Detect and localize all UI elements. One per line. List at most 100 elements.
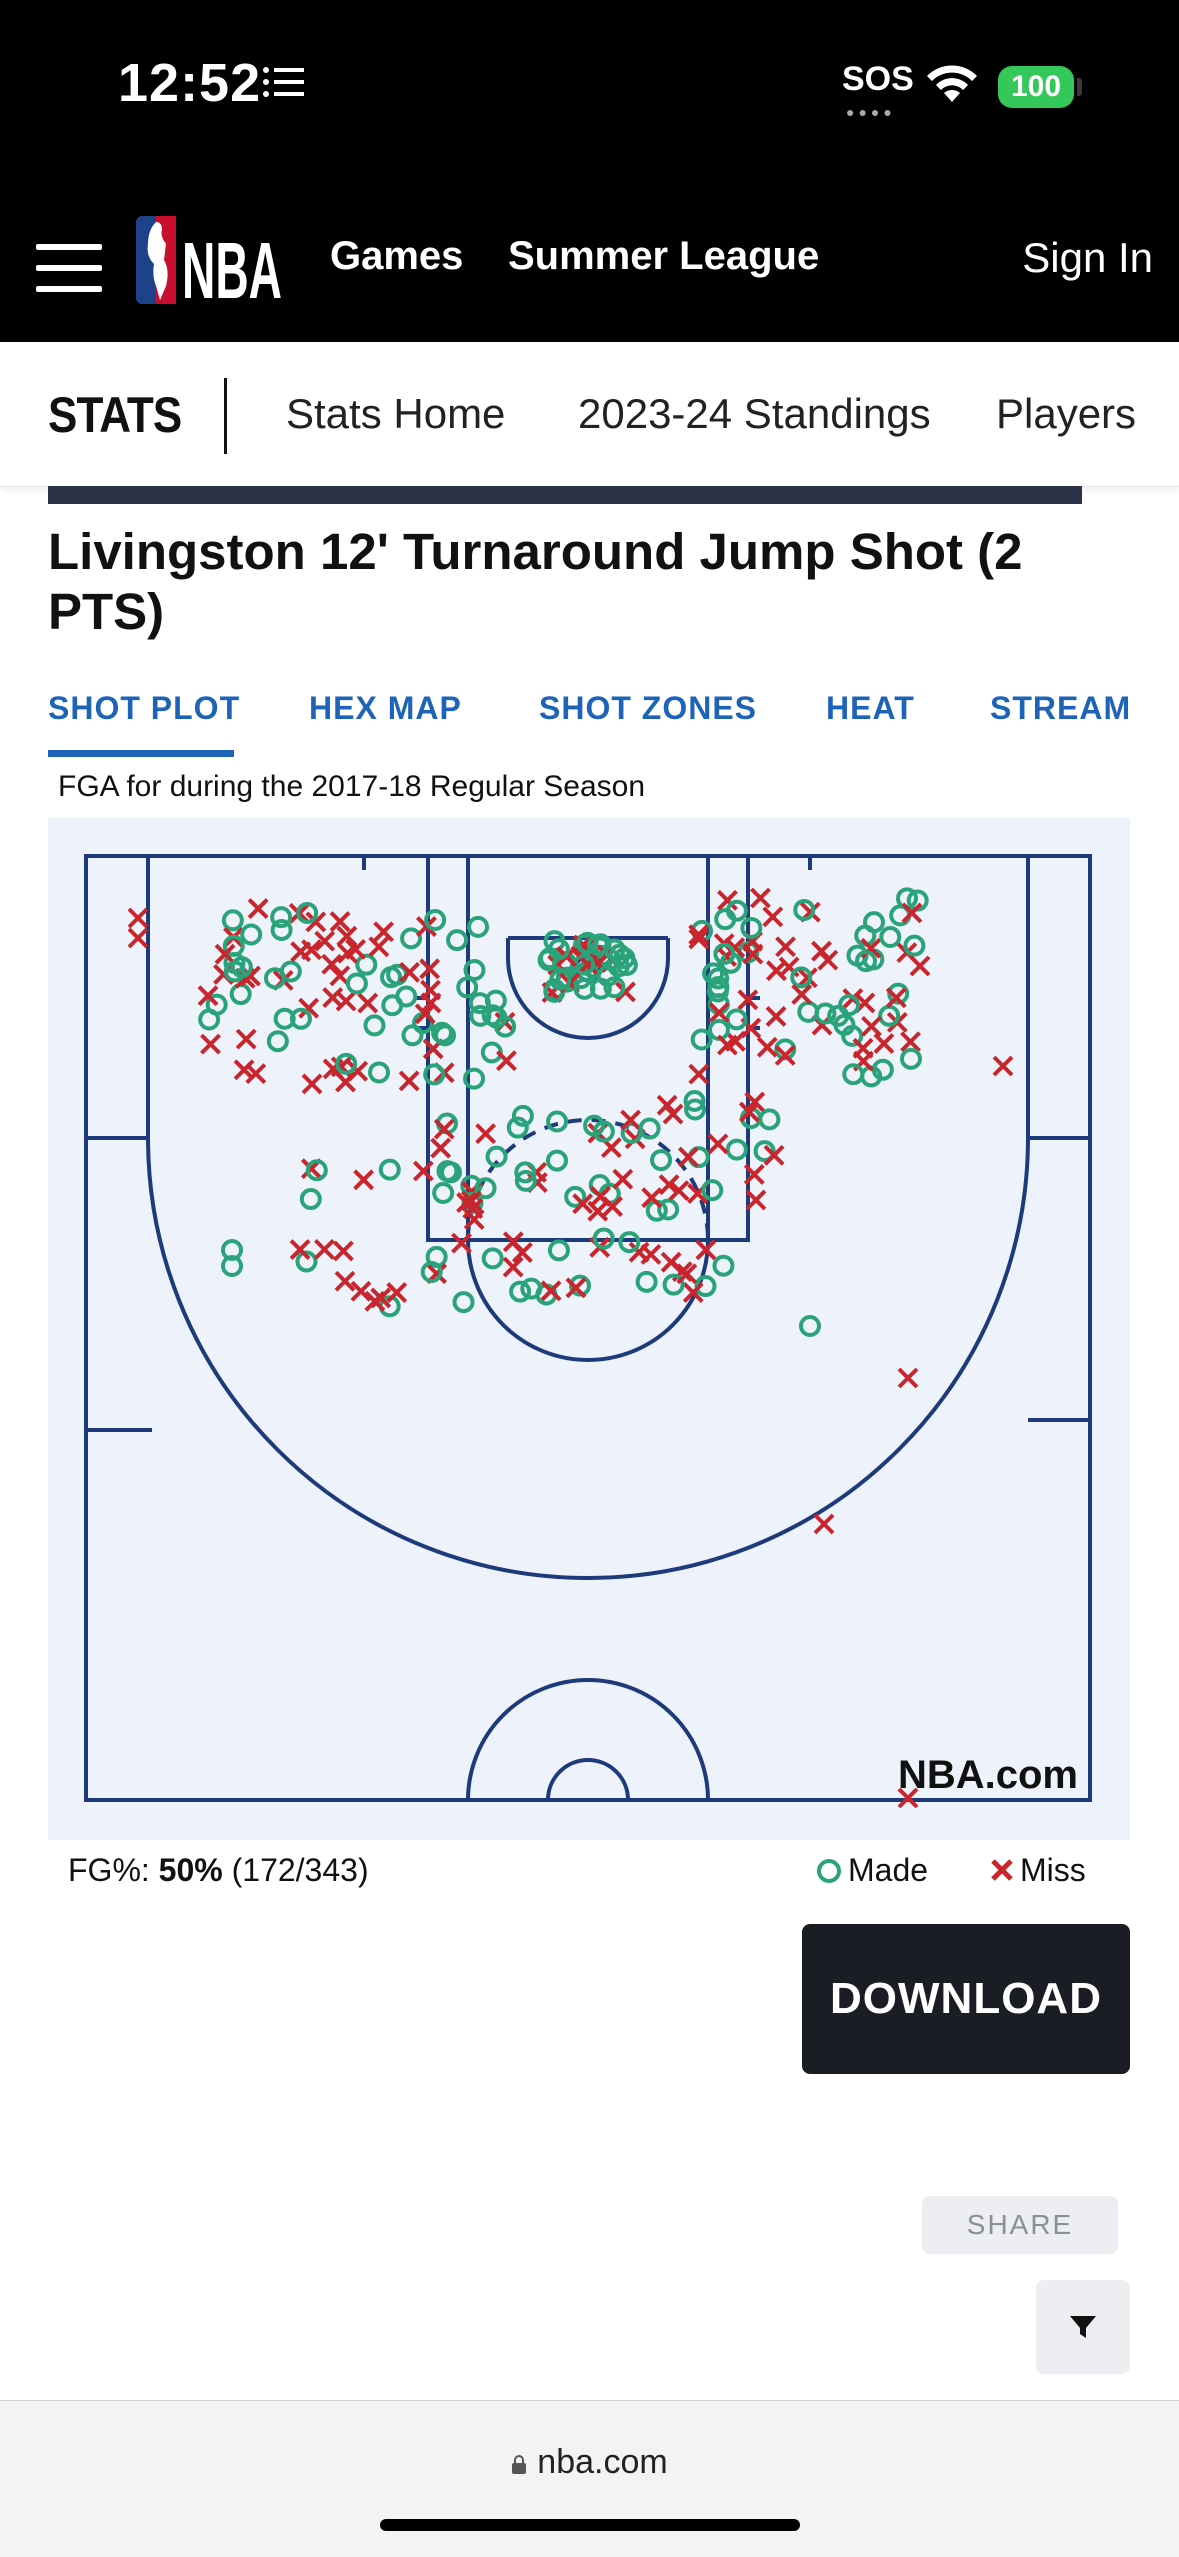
nba-logo[interactable]: NBA bbox=[136, 214, 286, 306]
made-shot-marker bbox=[305, 1159, 328, 1182]
made-shot-marker bbox=[229, 983, 252, 1006]
made-shot-marker bbox=[592, 1227, 615, 1250]
made-shot-marker bbox=[485, 1145, 508, 1168]
share-button[interactable]: SHARE bbox=[922, 2196, 1118, 2254]
missed-shot-marker bbox=[774, 1044, 796, 1066]
made-shot-marker bbox=[547, 938, 570, 961]
missed-shot-marker bbox=[197, 985, 219, 1007]
made-shot-marker bbox=[456, 976, 479, 999]
made-shot-marker bbox=[545, 1149, 568, 1172]
tab-shot-plot[interactable]: SHOT PLOT bbox=[48, 690, 241, 726]
site-header: NBA Games Summer League Sign In bbox=[0, 178, 1179, 342]
made-shot-marker bbox=[230, 956, 253, 979]
made-shot-marker bbox=[758, 1108, 781, 1131]
made-shot-marker bbox=[701, 1179, 724, 1202]
missed-shot-marker bbox=[861, 1015, 882, 1037]
home-indicator[interactable] bbox=[380, 2519, 800, 2531]
made-shot-marker bbox=[753, 1140, 776, 1163]
missed-shot-marker bbox=[463, 1208, 485, 1230]
missed-shot-marker bbox=[329, 965, 351, 987]
made-shot-marker bbox=[514, 1169, 537, 1192]
made-shot-marker bbox=[576, 932, 599, 955]
tab-shot-zones[interactable]: SHOT ZONES bbox=[539, 690, 758, 726]
missed-shot-marker bbox=[412, 1160, 434, 1182]
svg-text:NBA: NBA bbox=[182, 226, 282, 306]
missed-shot-marker bbox=[336, 925, 358, 947]
download-button[interactable]: DOWNLOAD bbox=[802, 1924, 1130, 2074]
free-throw-circle-bottom bbox=[466, 1239, 710, 1362]
made-shot-marker bbox=[903, 934, 926, 957]
sign-in-link[interactable]: Sign In bbox=[1022, 234, 1153, 281]
missed-shot-marker bbox=[628, 1241, 650, 1263]
missed-shot-marker bbox=[901, 902, 923, 924]
missed-shot-marker bbox=[337, 942, 358, 964]
missed-shot-marker bbox=[329, 911, 351, 932]
made-shot-marker bbox=[879, 926, 902, 949]
made-shot-marker bbox=[712, 1254, 735, 1277]
missed-shot-marker bbox=[745, 1189, 767, 1211]
missed-shot-marker bbox=[314, 930, 336, 952]
missed-shot-marker bbox=[461, 1190, 482, 1212]
list-icon bbox=[263, 67, 304, 97]
three-point-arc bbox=[146, 1137, 1030, 1580]
missed-shot-marker bbox=[897, 1367, 919, 1389]
court-diagram: NBA.com bbox=[84, 854, 1092, 1809]
stats-home-link[interactable]: Stats Home bbox=[286, 390, 506, 437]
made-shot-marker bbox=[684, 1098, 707, 1121]
made-shot-marker bbox=[279, 960, 302, 983]
made-shot-marker bbox=[221, 1255, 243, 1277]
made-shot-marker bbox=[683, 1089, 706, 1112]
made-shot-marker bbox=[603, 976, 626, 999]
missed-shot-marker bbox=[451, 1232, 472, 1254]
missed-shot-marker bbox=[738, 1101, 760, 1123]
standings-link[interactable]: 2023-24 Standings bbox=[578, 390, 931, 437]
restricted-area bbox=[506, 938, 670, 1040]
filter-button[interactable] bbox=[1036, 2280, 1130, 2374]
made-shot-marker bbox=[514, 1161, 537, 1184]
nav-games[interactable]: Games bbox=[330, 234, 464, 278]
missed-shot-marker bbox=[612, 1168, 634, 1190]
made-shot-marker bbox=[564, 1185, 587, 1208]
video-thumbnail-edge bbox=[48, 486, 1082, 504]
made-shot-marker bbox=[618, 1231, 641, 1254]
made-shot-marker bbox=[707, 967, 730, 990]
tab-hex-map[interactable]: HEX MAP bbox=[309, 690, 462, 726]
missed-shot-marker bbox=[305, 911, 327, 933]
stats-label[interactable]: STATS bbox=[48, 387, 182, 443]
missed-shot-marker bbox=[615, 981, 636, 1003]
made-shot-marker bbox=[420, 1260, 443, 1283]
missed-shot-marker bbox=[353, 1169, 375, 1191]
missed-shot-marker bbox=[289, 1239, 311, 1260]
missed-shot-marker bbox=[577, 954, 599, 975]
nav-summer-league[interactable]: Summer League bbox=[508, 234, 820, 278]
missed-shot-marker bbox=[398, 1070, 420, 1092]
url-display[interactable]: nba.com bbox=[0, 2443, 1179, 2482]
missed-shot-marker bbox=[511, 1242, 533, 1263]
players-link[interactable]: Players bbox=[996, 390, 1137, 437]
missed-shot-marker bbox=[900, 1031, 921, 1053]
missed-shot-marker bbox=[502, 1256, 524, 1278]
menu-icon[interactable] bbox=[36, 244, 102, 292]
made-shot-marker bbox=[714, 908, 737, 931]
made-shot-marker bbox=[509, 1280, 532, 1303]
missed-shot-marker bbox=[414, 1003, 436, 1025]
missed-shot-marker bbox=[688, 1063, 710, 1085]
made-shot-marker bbox=[583, 1114, 606, 1137]
missed-shot-marker bbox=[682, 1282, 704, 1303]
made-shot-marker bbox=[474, 1177, 497, 1200]
made-shot-marker bbox=[345, 972, 368, 995]
made-shot-marker bbox=[842, 1063, 865, 1086]
missed-shot-marker bbox=[475, 1123, 497, 1145]
made-shot-marker bbox=[827, 1004, 850, 1027]
missed-shot-marker bbox=[796, 967, 818, 989]
tab-stream[interactable]: STREAM bbox=[990, 690, 1132, 726]
missed-shot-marker bbox=[386, 1282, 408, 1303]
missed-shot-marker bbox=[775, 936, 796, 958]
made-shot-marker bbox=[506, 1116, 529, 1139]
active-tab-indicator bbox=[48, 750, 234, 757]
nba-com-watermark: NBA.com bbox=[898, 1753, 1078, 1797]
tab-heat[interactable]: HEAT bbox=[826, 690, 915, 726]
missed-shot-marker bbox=[298, 997, 320, 1019]
made-shot-marker bbox=[662, 1273, 685, 1296]
missed-shot-marker bbox=[572, 1193, 594, 1215]
